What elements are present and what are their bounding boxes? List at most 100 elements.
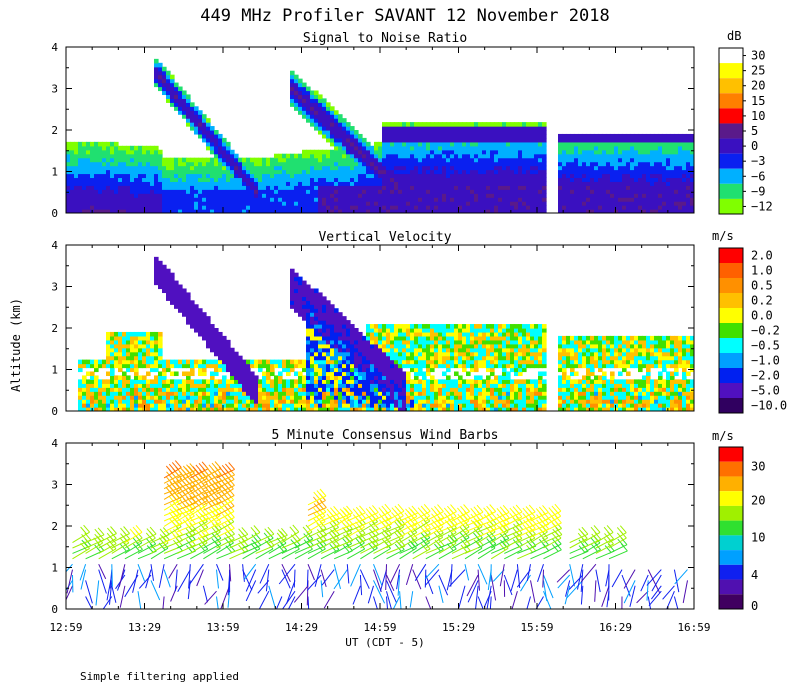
- snr-cell: [238, 157, 243, 163]
- vv-cell: [250, 407, 255, 411]
- snr-cell: [226, 145, 231, 151]
- snr-cell: [482, 165, 487, 171]
- snr-cell: [654, 133, 659, 139]
- snr-cell: [198, 133, 203, 139]
- vv-cell: [350, 371, 355, 377]
- snr-cell: [74, 145, 79, 151]
- wind-panel-title: 5 Minute Consensus Wind Barbs: [272, 428, 499, 443]
- snr-cell: [78, 205, 83, 210]
- vv-cell: [366, 395, 371, 400]
- vv-cell: [262, 383, 267, 388]
- vv-cell: [270, 359, 275, 365]
- vv-cell: [170, 403, 175, 408]
- snr-cell: [378, 193, 383, 198]
- vv-cell: [86, 371, 91, 377]
- snr-cell: [278, 205, 283, 210]
- snr-cell: [434, 169, 439, 175]
- vv-cell: [170, 387, 175, 392]
- vv-cell: [270, 407, 275, 411]
- snr-cell: [510, 133, 515, 139]
- snr-cell: [210, 157, 215, 163]
- vv-cell: [234, 383, 239, 388]
- vv-cell: [82, 387, 87, 392]
- snr-cell: [618, 209, 623, 213]
- vv-cell: [390, 387, 395, 392]
- snr-cell: [182, 110, 187, 115]
- snr-cell: [602, 197, 607, 202]
- snr-cell: [382, 193, 387, 198]
- snr-cell: [174, 157, 179, 163]
- snr-cell: [290, 173, 295, 179]
- vv-cell: [214, 363, 219, 369]
- vv-cell: [210, 343, 215, 349]
- snr-cell: [74, 177, 79, 182]
- snr-cell: [102, 157, 107, 163]
- snr-cell: [262, 189, 267, 194]
- snr-cell: [302, 149, 307, 155]
- snr-cell: [194, 209, 199, 213]
- snr-cell: [522, 189, 527, 194]
- vv-cell: [306, 284, 311, 290]
- vv-cell: [298, 276, 303, 282]
- snr-cell: [110, 177, 115, 182]
- snr-cell: [130, 181, 135, 186]
- snr-cell: [178, 90, 183, 96]
- vv-cell: [214, 359, 219, 365]
- snr-cell: [682, 165, 687, 171]
- vv-cell: [150, 395, 155, 400]
- vv-cell: [310, 399, 315, 404]
- snr-cell: [290, 78, 295, 84]
- vv-cell: [318, 351, 323, 357]
- snr-cell: [166, 197, 171, 202]
- vv-cell: [258, 395, 263, 400]
- snr-cell: [130, 209, 135, 213]
- snr-cell: [286, 153, 291, 159]
- vv-cell: [362, 399, 367, 404]
- snr-cell: [578, 177, 583, 182]
- snr-cell: [218, 201, 223, 206]
- snr-cell: [462, 137, 467, 143]
- snr-cell: [658, 141, 663, 147]
- vv-cell: [310, 328, 315, 333]
- snr-cell: [142, 193, 147, 198]
- vv-cell: [442, 331, 447, 337]
- snr-cell: [162, 189, 167, 194]
- snr-cell: [142, 173, 147, 179]
- snr-cell: [458, 141, 463, 147]
- snr-cell: [366, 181, 371, 186]
- snr-cell: [494, 193, 499, 198]
- snr-cell: [482, 177, 487, 182]
- snr-cell: [246, 157, 251, 163]
- snr-cell: [318, 114, 323, 119]
- vv-cell: [146, 331, 151, 337]
- snr-cell: [642, 177, 647, 182]
- snr-cell: [690, 177, 694, 182]
- snr-cell: [478, 193, 483, 198]
- snr-cell: [522, 137, 527, 143]
- snr-cell: [634, 161, 639, 167]
- snr-cell: [206, 197, 211, 202]
- vv-cell: [122, 351, 127, 357]
- snr-cell: [214, 169, 219, 175]
- vv-cell: [410, 343, 415, 349]
- snr-cell: [646, 197, 651, 202]
- vv-cell: [194, 316, 199, 321]
- snr-cell: [494, 157, 499, 163]
- snr-cell: [586, 145, 591, 151]
- vv-cell: [350, 351, 355, 357]
- vv-cell: [182, 383, 187, 388]
- vv-cell: [290, 379, 295, 384]
- snr-cell: [390, 157, 395, 163]
- vv-cell: [202, 407, 207, 411]
- vv-cell: [378, 328, 383, 333]
- snr-cell: [650, 161, 655, 167]
- snr-cell: [90, 161, 95, 167]
- vv-cell: [126, 335, 131, 341]
- snr-cell: [626, 185, 631, 190]
- snr-cell: [558, 197, 563, 202]
- snr-cell: [690, 165, 694, 171]
- snr-cell: [442, 126, 447, 131]
- vv-cell: [282, 407, 287, 411]
- snr-cell: [354, 153, 359, 159]
- snr-cell: [398, 165, 403, 171]
